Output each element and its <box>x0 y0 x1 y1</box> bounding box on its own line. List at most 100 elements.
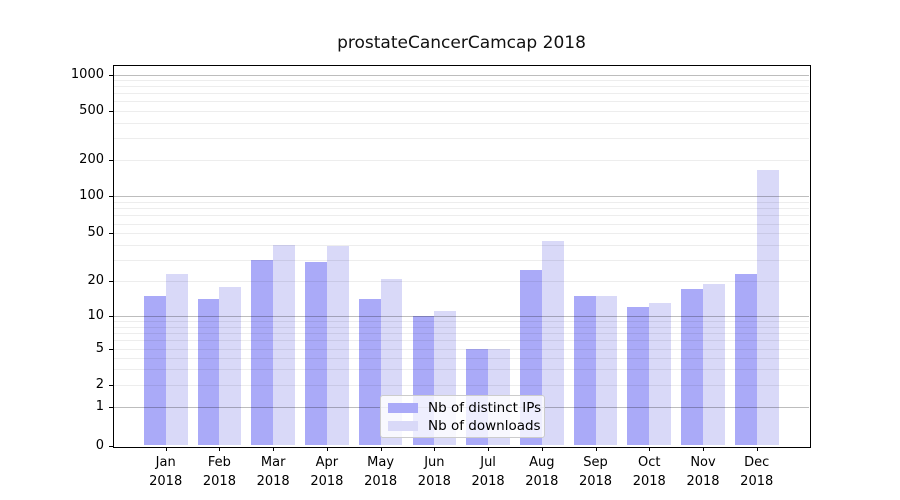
bar-distinct-ips-sep <box>573 295 596 446</box>
x-tick <box>434 447 436 451</box>
y-tick <box>109 315 113 317</box>
x-tick-label: Jan 2018 <box>136 453 196 491</box>
gridline <box>114 385 809 386</box>
gridline <box>114 315 809 317</box>
x-tick <box>541 447 543 451</box>
y-tick-label: 500 <box>79 103 104 118</box>
x-tick-month: Jul <box>480 455 496 470</box>
x-tick-label: Mar 2018 <box>243 453 303 491</box>
y-tick-label: 10 <box>87 307 104 323</box>
y-tick <box>109 233 113 235</box>
x-tick-label: May 2018 <box>351 453 411 491</box>
legend-label: Nb of downloads <box>428 418 541 434</box>
legend-swatch-icon <box>388 403 418 413</box>
y-tick <box>109 74 113 76</box>
x-tick <box>380 447 382 451</box>
bar-downloads-dec <box>756 170 779 446</box>
x-tick <box>273 447 275 451</box>
legend: Nb of distinct IPs Nb of downloads <box>380 395 545 438</box>
y-tick-label: 2 <box>95 377 104 392</box>
x-tick-month: Sep <box>583 455 608 470</box>
legend-swatch-icon <box>388 421 418 431</box>
x-tick-year: 2018 <box>256 474 290 489</box>
x-tick-label: Oct 2018 <box>619 453 679 491</box>
x-tick <box>488 447 490 451</box>
x-tick-label: Apr 2018 <box>297 453 357 491</box>
gridline <box>114 74 809 76</box>
bar-downloads-nov <box>703 283 725 446</box>
bar-distinct-ips-apr <box>305 261 327 446</box>
y-tick-label: 20 <box>87 273 104 289</box>
x-tick <box>703 447 704 451</box>
x-tick <box>326 447 328 451</box>
x-tick-month: Jun <box>424 455 445 470</box>
gridline <box>114 326 809 328</box>
gridline <box>114 196 809 198</box>
x-tick-month: Feb <box>207 455 231 470</box>
gridline <box>114 160 809 161</box>
legend-row: Nb of distinct IPs <box>388 399 541 417</box>
gridline <box>114 340 809 342</box>
bar-downloads-apr <box>326 246 349 446</box>
y-tick <box>109 196 113 198</box>
x-tick-year: 2018 <box>417 474 451 489</box>
y-tick-label: 1000 <box>70 66 104 82</box>
bar-distinct-ips-mar <box>251 260 274 446</box>
gridline <box>114 208 809 210</box>
bar-distinct-ips-oct <box>627 306 650 446</box>
x-tick-year: 2018 <box>740 474 774 489</box>
x-tick-label: Jul 2018 <box>458 453 518 491</box>
bar-downloads-oct <box>649 302 672 446</box>
x-tick-year: 2018 <box>525 474 559 489</box>
legend-label: Nb of distinct IPs <box>428 400 542 416</box>
chart-title: prostateCancerCamcap 2018 <box>337 33 586 53</box>
x-tick-label: Dec 2018 <box>727 453 787 491</box>
y-tick-label: 50 <box>87 225 104 241</box>
bar-downloads-jan <box>165 273 188 446</box>
gridline <box>114 215 809 217</box>
y-tick <box>109 385 113 386</box>
gridline <box>114 122 809 124</box>
gridline <box>114 349 809 351</box>
x-tick-month: Dec <box>744 455 770 470</box>
bar-downloads-sep <box>595 295 618 446</box>
x-tick-label: Aug 2018 <box>512 453 572 491</box>
gridline <box>114 281 809 283</box>
y-tick-label: 100 <box>79 188 104 204</box>
gridline <box>114 138 809 140</box>
x-tick-month: Apr <box>315 455 339 470</box>
gridline <box>114 332 809 334</box>
gridline <box>114 357 809 359</box>
bar-downloads-mar <box>273 244 295 446</box>
gridline <box>114 101 809 103</box>
x-tick-year: 2018 <box>632 474 666 489</box>
y-tick-label: 1 <box>95 399 104 415</box>
x-tick-month: Mar <box>260 455 286 470</box>
bar-downloads-feb <box>219 286 242 446</box>
bar-distinct-ips-may <box>358 299 381 446</box>
gridline <box>114 369 809 371</box>
x-tick-label: Sep 2018 <box>566 453 626 491</box>
gridline <box>114 201 809 203</box>
x-tick-year: 2018 <box>149 474 183 489</box>
y-tick <box>109 111 113 112</box>
gridline <box>114 320 809 322</box>
bar-distinct-ips-jan <box>143 295 166 446</box>
y-tick <box>109 349 113 351</box>
gridline <box>114 86 809 88</box>
x-tick-year: 2018 <box>310 474 344 489</box>
y-tick-label: 5 <box>95 341 104 357</box>
x-tick-month: Nov <box>690 455 716 470</box>
x-tick-month: May <box>367 455 395 470</box>
x-tick-label: Feb 2018 <box>189 453 249 491</box>
x-tick-year: 2018 <box>471 474 505 489</box>
y-tick-label: 200 <box>79 152 104 167</box>
x-tick <box>595 447 597 451</box>
gridline <box>114 260 809 262</box>
y-tick <box>109 281 113 283</box>
x-tick-month: Aug <box>529 455 555 470</box>
y-tick <box>109 160 113 161</box>
gridline <box>114 244 809 246</box>
